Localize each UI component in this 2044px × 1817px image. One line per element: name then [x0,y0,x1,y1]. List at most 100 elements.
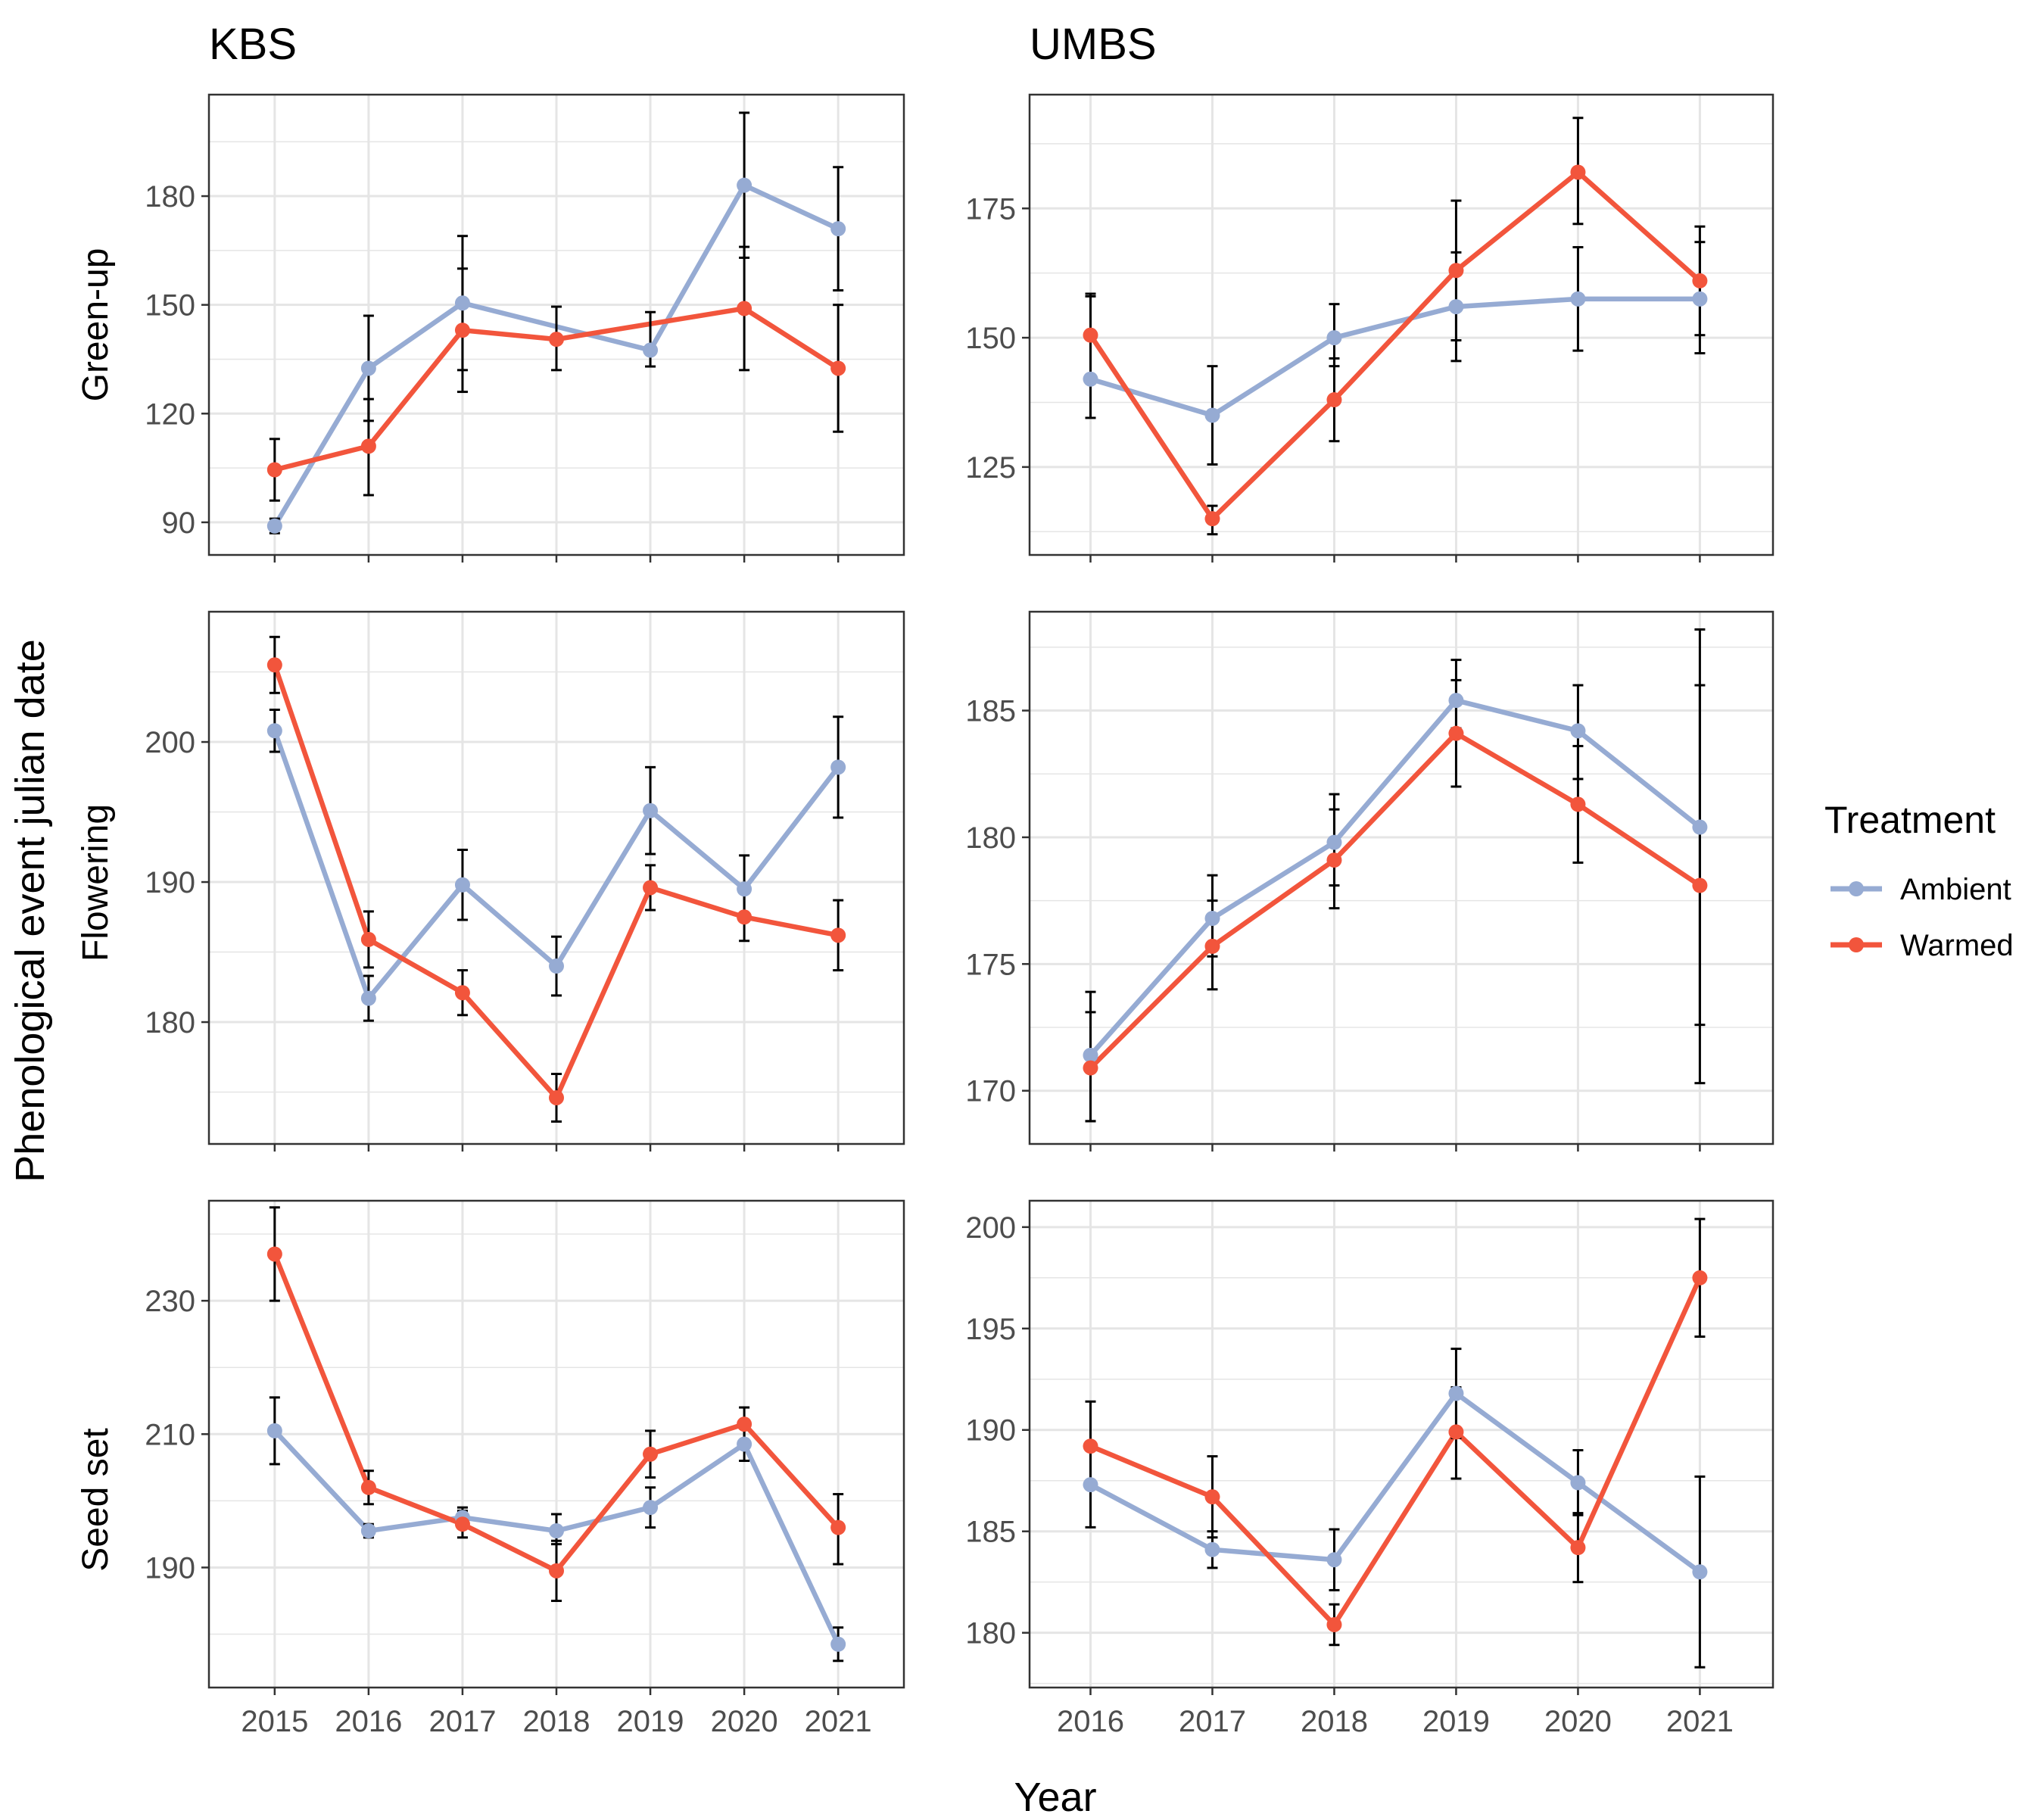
data-point-warmed [266,1246,282,1262]
x-tick-label: 2018 [523,1705,590,1738]
x-tick-label: 2019 [1422,1705,1490,1738]
data-point-ambient [360,990,376,1006]
data-point-warmed [266,462,282,478]
data-point-ambient [643,1500,659,1516]
data-point-warmed [1204,1489,1220,1505]
legend-label-warmed: Warmed [1900,929,2014,962]
data-point-warmed [1692,1270,1708,1286]
data-point-ambient [1204,911,1220,927]
data-point-warmed [1083,1060,1098,1076]
data-point-ambient [1448,693,1464,709]
data-point-warmed [1448,725,1464,741]
legend-title: Treatment [1824,799,1996,841]
y-tick-label: 180 [145,180,195,213]
data-point-warmed [360,931,376,947]
x-tick-label: 2020 [711,1705,778,1738]
y-tick-label: 90 [162,506,196,540]
x-tick-label: 2019 [617,1705,684,1738]
data-point-ambient [830,759,846,775]
panel-kbs-seed-set: 190 210 230 2015 2016 2017 2018 2019 2020 2021 [145,1199,905,1738]
data-point-ambient [643,803,659,818]
data-point-ambient [1083,1047,1098,1063]
y-axis-title: Phenological event julian date [8,639,53,1183]
data-point-ambient [1326,834,1342,850]
panel-border [207,93,905,556]
data-point-ambient [549,1523,564,1539]
y-tick-label: 180 [145,1006,195,1039]
y-tick-label: 120 [145,397,195,431]
y-tick-label: 175 [965,192,1016,226]
series-line-warmed [274,306,840,472]
panel-umbs-seed-set: 180 185 190 195 200 2016 2017 2018 2019 2020 2021 [965,1199,1774,1738]
x-tick-label: 2021 [1666,1705,1734,1738]
series-line-warmed [1088,170,1702,522]
x-tick-label: 2016 [1057,1705,1124,1738]
data-point-ambient [360,360,376,376]
data-point-warmed [1570,1540,1586,1556]
data-point-warmed [1692,273,1708,288]
y-tick-label: 185 [965,1516,1016,1549]
data-point-ambient [1570,1475,1586,1491]
y-tick-label: 150 [965,322,1016,355]
data-point-ambient [643,342,659,358]
panel-border [207,610,905,1145]
y-tick-label: 230 [145,1285,195,1318]
data-point-ambient [1326,1552,1342,1568]
x-axis-title: Year [1014,1775,1096,1817]
data-point-ambient [1083,371,1098,387]
y-tick-label: 195 [965,1313,1016,1346]
data-point-warmed [549,1089,564,1105]
data-point-warmed [737,1417,752,1432]
data-point-ambient [549,958,564,974]
data-point-warmed [1570,164,1586,180]
legend-entry-ambient: Ambient [1831,873,2011,906]
data-point-ambient [1570,291,1586,307]
panel-umbs-green-up: 125 150 175 [965,93,1774,563]
legend-marker-ambient [1849,881,1864,896]
series-line-ambient [1089,697,1702,1057]
data-point-ambient [1083,1477,1098,1493]
y-tick-label: 190 [145,866,195,899]
data-point-warmed [737,909,752,925]
data-point-warmed [643,880,659,896]
data-point-ambient [454,295,470,311]
data-point-warmed [454,323,470,338]
panel-kbs-flowering: 180 190 200 [145,610,905,1152]
legend-marker-warmed [1849,937,1864,952]
legend-label-ambient: Ambient [1900,873,2011,906]
data-point-warmed [830,360,846,376]
y-tick-label: 190 [145,1551,195,1585]
data-point-warmed [830,927,846,943]
y-tick-label: 150 [145,289,195,323]
row-title-green-up: Green-up [76,248,116,402]
data-point-warmed [1326,392,1342,408]
data-point-ambient [737,1436,752,1452]
data-point-ambient [1692,1564,1708,1580]
data-point-warmed [1326,852,1342,868]
row-title-seed-set: Seed set [76,1428,116,1571]
data-point-warmed [1083,327,1098,343]
data-point-warmed [266,657,282,673]
panel-kbs-green-up: 90 120 150 180 [145,93,905,563]
series-line-warmed [1089,1276,1703,1628]
row-title-flowering: Flowering [76,804,116,961]
panel-border [1028,1199,1774,1689]
data-point-warmed [1692,877,1708,893]
column-title-kbs: KBS [209,20,297,69]
data-point-warmed [1448,263,1464,279]
data-point-ambient [1204,1541,1220,1557]
data-point-warmed [454,985,470,1001]
data-point-warmed [830,1519,846,1535]
x-tick-label: 2017 [428,1705,496,1738]
data-point-warmed [1083,1438,1098,1454]
y-tick-label: 175 [965,948,1016,981]
data-point-warmed [1570,796,1586,812]
x-tick-label: 2017 [1179,1705,1246,1738]
data-point-ambient [266,723,282,739]
data-point-ambient [266,1423,282,1438]
x-tick-label: 2021 [805,1705,872,1738]
legend-entry-warmed: Warmed [1831,929,2014,962]
panel-border [1028,610,1774,1145]
data-point-warmed [549,332,564,348]
